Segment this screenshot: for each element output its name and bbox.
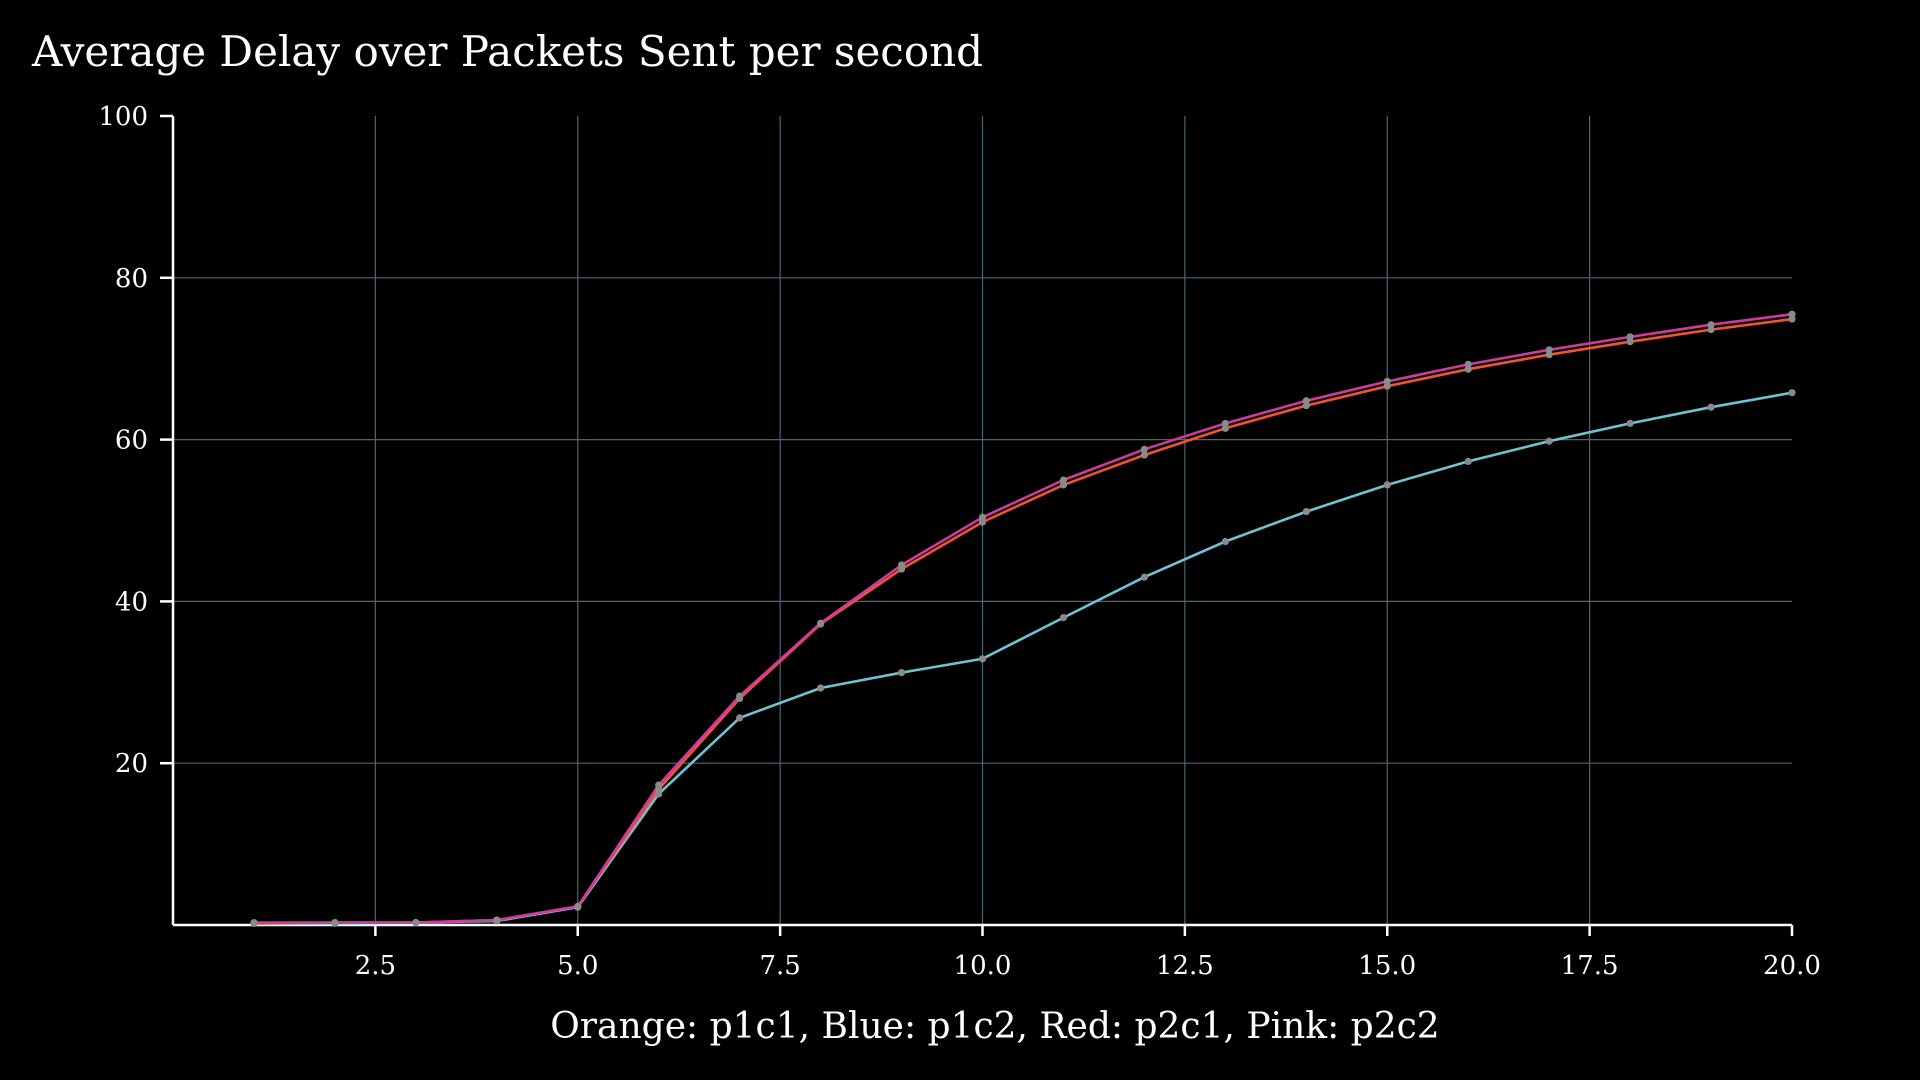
data-point — [574, 902, 582, 910]
x-tick-label: 10.0 — [954, 951, 1012, 981]
y-tick-label: 20 — [115, 749, 148, 779]
data-point — [1140, 445, 1148, 453]
data-point — [1383, 377, 1391, 385]
data-point — [1140, 573, 1148, 581]
data-point — [1707, 403, 1715, 411]
chart-title: Average Delay over Packets Sent per seco… — [31, 27, 983, 76]
data-point — [331, 918, 339, 927]
data-point — [897, 561, 906, 569]
data-point — [1788, 389, 1796, 397]
data-point — [1302, 508, 1310, 516]
data-point — [1221, 419, 1229, 428]
data-point — [978, 655, 987, 663]
tick-marks: 2.5 5.0 7.5 10.0 12.5 15.0 17.5 20.0 20 40 60 80 100 — [98, 102, 1821, 981]
data-point — [1059, 476, 1068, 484]
data-point — [1545, 437, 1553, 445]
data-point — [1464, 360, 1472, 368]
x-tick-label: 7.5 — [759, 951, 800, 981]
x-tick-label: 12.5 — [1156, 951, 1214, 981]
x-tick-label: 15.0 — [1358, 951, 1416, 981]
data-point — [1383, 481, 1391, 489]
data-point — [978, 513, 987, 521]
data-point — [1221, 537, 1229, 546]
data-point — [250, 918, 258, 927]
y-tick-label: 80 — [115, 264, 148, 294]
series-line-3 — [253, 312, 1793, 924]
series-group — [250, 310, 1796, 927]
data-point — [736, 714, 744, 722]
data-point — [1059, 613, 1068, 622]
data-point — [1140, 451, 1148, 459]
data-point — [1464, 457, 1472, 466]
data-point — [1626, 419, 1634, 428]
x-tick-label: 2.5 — [355, 951, 396, 981]
data-point — [1302, 397, 1310, 405]
data-point — [736, 692, 744, 700]
x-tick-label: 20.0 — [1763, 951, 1821, 981]
data-point — [817, 619, 825, 627]
data-point — [412, 918, 420, 927]
data-point — [655, 781, 663, 789]
data-point — [1545, 346, 1553, 354]
data-point — [1707, 321, 1715, 329]
data-point — [817, 684, 825, 692]
data-point — [1788, 310, 1796, 318]
x-axis-label: Orange: p1c1, Blue: p1c2, Red: p2c1, Pin… — [550, 1006, 1439, 1047]
y-tick-label: 60 — [115, 426, 148, 456]
x-tick-label: 17.5 — [1561, 951, 1619, 981]
y-tick-label: 40 — [115, 587, 148, 617]
data-point — [1626, 333, 1634, 341]
data-point — [897, 668, 906, 677]
x-tick-label: 5.0 — [557, 951, 598, 981]
grid-lines — [173, 116, 1792, 925]
data-point — [493, 916, 501, 924]
y-tick-label: 100 — [98, 102, 148, 132]
